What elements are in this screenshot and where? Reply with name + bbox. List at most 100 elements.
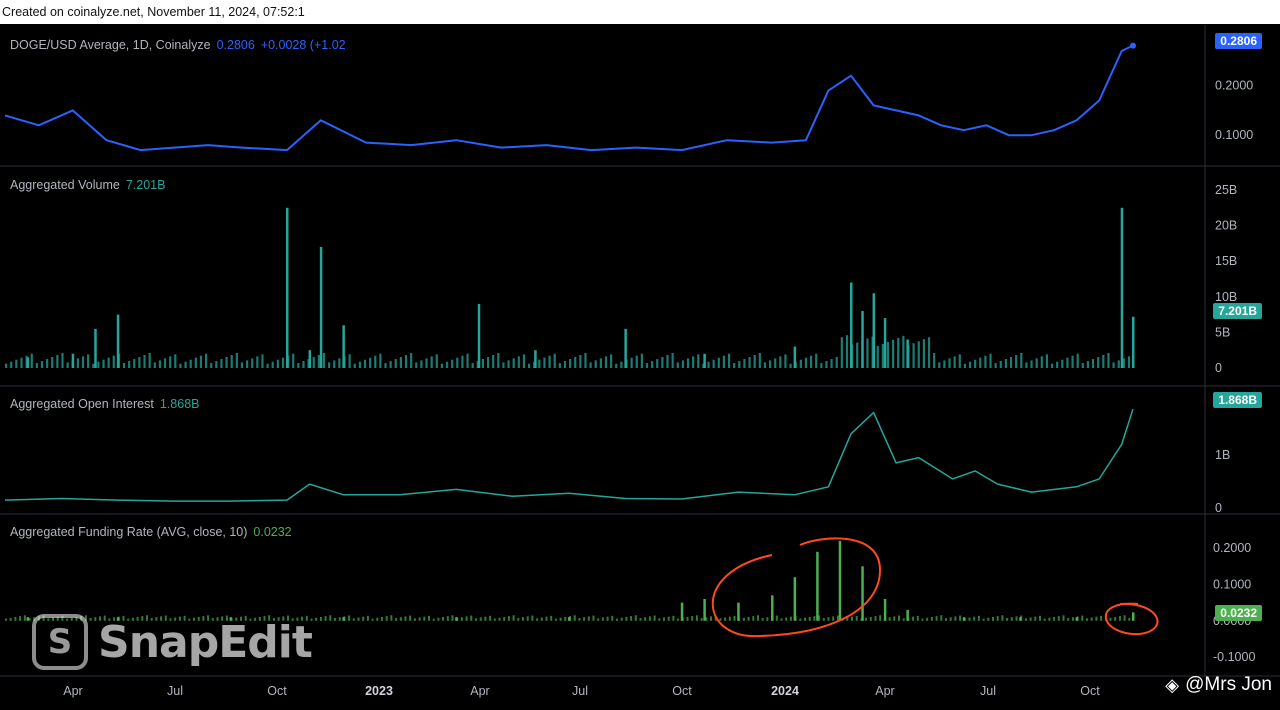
volume-bar-base [620,361,623,368]
volume-bar [793,346,797,368]
volume-bar-base [897,337,900,368]
funding-bar-base [724,617,727,621]
volume-bar-base [527,363,531,368]
funding-bar-base [1062,615,1065,621]
funding-bar-base [428,615,430,621]
funding-bar-base [945,618,947,621]
funding-bar-base [644,617,647,621]
funding-bar-base [573,615,576,621]
funding-bar-base [1095,616,1098,621]
price-axis-tick: 0.2000 [1215,79,1253,93]
volume-bar-base [220,359,223,368]
funding-bar-base [959,615,962,621]
volume-bar-base [661,357,664,368]
funding-bar [229,617,233,621]
price-title-text: DOGE/USD Average, 1D, Coinalyze [10,38,211,52]
funding-bar-base [1067,618,1070,621]
funding-bar-base [432,618,435,621]
funding-bar [1075,617,1079,621]
funding-bar-base [169,618,172,621]
funding-bar-base [315,617,318,621]
funding-bar-base [1071,617,1074,621]
funding-bar-base [869,616,872,621]
volume-bar-base [292,353,295,368]
volume-bar-base [1035,358,1038,368]
volume-bar-base [563,361,567,368]
funding-bar-base [188,618,191,621]
volume-bar-base [830,359,833,368]
funding-bar-base [240,616,242,621]
volume-bar-base [553,353,556,368]
volume-bar-base [215,361,218,368]
funding-bar-base [578,618,581,621]
volume-bar-base [143,355,146,368]
volume-bar-base [763,362,767,368]
funding-bar-base [1048,617,1051,621]
funding-bar-base [362,616,365,621]
funding-bar-base [404,616,407,621]
volume-bar-base [558,363,561,368]
volume-bar-base [912,343,915,368]
volume-bar-base [66,362,69,368]
volume-bar-base [107,357,110,368]
volume-bar-base [922,339,925,368]
funding-bar-base [822,618,825,621]
volume-bar [872,293,876,368]
volume-bar-base [271,361,274,368]
volume-bar-base [1122,358,1125,368]
volume-bar-base [1076,353,1079,368]
funding-bar [455,617,458,621]
funding-bar-base [1006,618,1009,621]
volume-bar-base [589,362,592,368]
funding-bar-base [973,616,976,621]
volume-bar-base [963,363,966,368]
volume-bar-base [15,359,18,368]
volume-bar [534,350,537,368]
volume-bar-base [522,354,526,368]
volume-bar-base [538,359,541,368]
volume-bar-base [276,359,279,368]
volume-bar-base [799,359,802,368]
volume-bar-base [486,357,490,368]
volume-bar-base [974,359,977,368]
volume-bar-base [251,358,254,368]
funding-bar-base [207,615,210,621]
funding-bar [1132,612,1135,621]
volume-bar [1132,316,1135,368]
volume-bar-base [666,355,669,368]
funding-bar-base [141,616,144,621]
funding-bar-base [155,617,158,621]
funding-bar-base [658,618,661,621]
funding-bar-base [780,618,783,621]
funding-bar-base [902,618,905,621]
volume-bar-base [399,357,402,368]
funding-bar [861,566,864,621]
funding-bar-base [418,617,421,621]
volume-bar-base [502,362,505,368]
funding-bar-base [221,616,224,621]
funding-bar-base [296,617,299,621]
funding-bar-base [150,618,153,621]
volume-bar [319,246,323,368]
funding-bar-base [381,616,383,621]
funding-bar-base [319,616,322,621]
funding-bar-base [493,618,496,621]
funding-bar-base [113,617,116,621]
volume-bar-base [328,362,331,368]
volume-bar-base [5,363,8,368]
funding-bar-base [982,618,985,621]
funding-bar-base [592,615,595,621]
volume-bar-base [820,363,823,368]
volume-bar-base [886,341,890,368]
funding-bar-base [1057,616,1060,621]
volume-bar-base [845,335,849,368]
volume-bar-base [133,359,136,368]
volume-bar-base [179,363,182,368]
funding-bar-base [1010,617,1013,621]
volume-bar-base [722,355,726,368]
volume-bar-base [281,357,285,368]
volume-bar-base [128,361,131,368]
funding-bar-base [225,615,228,621]
volume-bar [342,325,345,368]
funding-bar-base [291,618,294,621]
